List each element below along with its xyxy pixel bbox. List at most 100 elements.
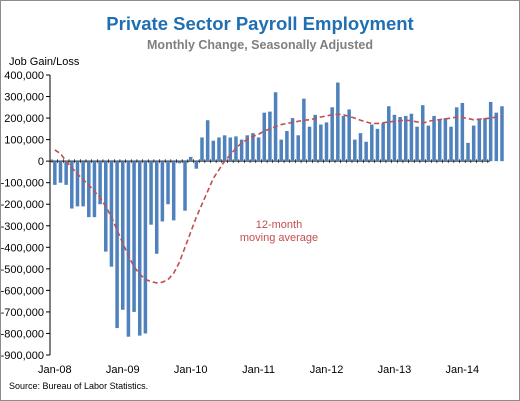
bar xyxy=(392,114,397,162)
bar xyxy=(126,161,131,337)
bar xyxy=(347,109,351,162)
y-tick-label: -800,000 xyxy=(1,328,44,340)
bar xyxy=(279,139,283,162)
annotation-line-1: 12-month xyxy=(255,219,303,231)
bar xyxy=(160,161,165,222)
annotation-line-2: moving average xyxy=(239,232,319,244)
bar xyxy=(494,112,499,162)
bar xyxy=(500,106,504,162)
y-tick-label: 400,000 xyxy=(4,70,44,82)
x-tick-label: Jan-12 xyxy=(310,364,344,376)
moving-average-line xyxy=(54,113,503,284)
bar xyxy=(336,82,340,162)
bar xyxy=(381,123,385,162)
bar xyxy=(228,137,233,162)
bar xyxy=(188,156,193,162)
bar xyxy=(239,139,244,162)
bar xyxy=(488,101,493,162)
bar xyxy=(341,115,346,162)
bar xyxy=(154,161,159,254)
bar xyxy=(443,118,448,162)
bar xyxy=(387,106,391,162)
x-tick-label: Jan-11 xyxy=(242,364,275,376)
x-tick-label: Jan-13 xyxy=(378,364,412,376)
bar xyxy=(415,126,419,162)
bar xyxy=(466,142,470,162)
bar xyxy=(200,137,204,162)
bar xyxy=(477,119,482,162)
bar xyxy=(177,161,182,164)
moving-average-series xyxy=(54,113,503,284)
bar xyxy=(398,117,402,162)
y-tick-label: -400,000 xyxy=(1,242,44,254)
bar xyxy=(251,133,255,162)
bar-series xyxy=(53,82,504,337)
bar xyxy=(319,124,323,162)
x-tick-label: Jan-08 xyxy=(38,364,72,376)
bar xyxy=(211,140,216,162)
bar xyxy=(460,103,465,162)
bar xyxy=(454,107,459,162)
y-axis: 400,000 300,000 200,000 100,000 0 -100,000 -20… xyxy=(1,70,51,362)
bar xyxy=(143,161,148,334)
bar xyxy=(420,105,425,162)
bar xyxy=(87,161,91,218)
y-tick-label: -900,000 xyxy=(1,350,44,362)
bar xyxy=(290,118,295,162)
bar xyxy=(217,137,221,162)
y-tick-label: -300,000 xyxy=(1,221,44,233)
bar xyxy=(296,135,300,162)
bar xyxy=(404,115,408,162)
y-tick-label: 200,000 xyxy=(4,113,44,125)
y-tick-label: 100,000 xyxy=(4,135,44,147)
bar xyxy=(256,137,261,162)
bar xyxy=(358,133,363,162)
bar xyxy=(313,114,317,162)
chart-title: Private Sector Payroll Employment xyxy=(106,13,414,34)
y-axis-label: Job Gain/Loss xyxy=(9,56,80,68)
bar xyxy=(426,125,431,162)
bar xyxy=(120,161,125,310)
bar xyxy=(449,126,453,162)
bar xyxy=(70,161,74,209)
bar xyxy=(115,161,119,329)
y-tick-label: -100,000 xyxy=(1,178,44,190)
bar xyxy=(409,113,414,162)
bar xyxy=(437,119,442,162)
y-tick-label: -700,000 xyxy=(1,307,44,319)
bar xyxy=(222,135,227,162)
bar xyxy=(302,98,306,162)
y-tick-label: 0 xyxy=(38,156,44,168)
y-tick-label: -600,000 xyxy=(1,285,44,297)
bar xyxy=(98,161,102,205)
bar xyxy=(324,122,329,162)
bar xyxy=(353,139,357,162)
bar xyxy=(245,135,250,162)
bar xyxy=(166,161,170,205)
x-tick-label: Jan-14 xyxy=(446,364,480,376)
bar xyxy=(194,161,199,169)
bar xyxy=(370,124,374,162)
bar xyxy=(137,161,142,336)
bar xyxy=(92,161,97,218)
bar xyxy=(149,161,153,225)
bar xyxy=(471,125,476,162)
bar xyxy=(432,115,436,162)
bar xyxy=(171,161,176,221)
bar xyxy=(307,126,312,162)
bar xyxy=(81,161,85,207)
bar xyxy=(58,161,63,183)
chart-subtitle: Monthly Change, Seasonally Adjusted xyxy=(147,38,373,52)
bar xyxy=(75,161,80,207)
bar xyxy=(262,112,267,162)
y-tick-label: -200,000 xyxy=(1,199,44,211)
bar xyxy=(132,161,136,312)
y-tick-label: -500,000 xyxy=(1,264,44,276)
moving-average-annotation: 12-month moving average xyxy=(234,219,324,245)
bar xyxy=(109,161,114,267)
bar xyxy=(268,111,272,162)
bar xyxy=(483,118,487,162)
bar xyxy=(330,107,334,162)
